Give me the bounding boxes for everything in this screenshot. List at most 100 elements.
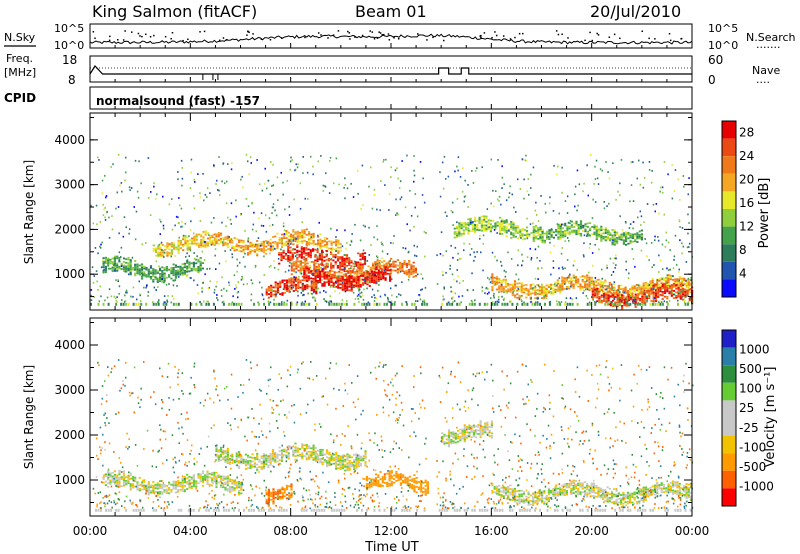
heatmap-cell [382, 160, 384, 163]
heatmap-cell [186, 481, 189, 483]
heatmap-cell [336, 257, 339, 260]
heatmap-cell [471, 228, 474, 230]
heatmap-cell [505, 231, 508, 234]
heatmap-cell [276, 453, 279, 456]
heatmap-cell [557, 231, 560, 233]
heatmap-cell [290, 266, 293, 268]
heatmap-cell [504, 289, 508, 292]
heatmap-cell [138, 160, 140, 163]
heatmap-cell [627, 297, 630, 300]
heatmap-cell [653, 286, 657, 289]
heatmap-cell [156, 484, 159, 486]
heatmap-cell [399, 270, 402, 273]
heatmap-cell [296, 237, 299, 240]
heatmap-cell [498, 287, 501, 289]
heatmap-cell [215, 471, 218, 474]
heatmap-cell [339, 246, 342, 249]
heatmap-cell [156, 272, 159, 274]
heatmap-cell [296, 230, 299, 233]
heatmap-cell [177, 241, 180, 244]
heatmap-cell [482, 242, 484, 245]
heatmap-cell [179, 271, 182, 273]
heatmap-cell [627, 304, 630, 307]
heatmap-cell [552, 266, 555, 269]
heatmap-cell [676, 278, 679, 281]
heatmap-cell [541, 283, 543, 286]
heatmap-cell [532, 166, 535, 169]
heatmap-cell [180, 269, 182, 272]
heatmap-cell [152, 280, 155, 283]
heatmap-cell [103, 208, 105, 211]
heatmap-cell [310, 272, 313, 274]
heatmap-cell [373, 280, 376, 282]
heatmap-cell [376, 238, 379, 241]
heatmap-cell [228, 302, 230, 306]
heatmap-cell [500, 203, 502, 206]
heatmap-cell [393, 235, 395, 237]
heatmap-cell [300, 251, 303, 254]
heatmap-cell [368, 185, 370, 188]
heatmap-cell [245, 198, 247, 200]
heatmap-cell [670, 295, 673, 297]
heatmap-cell [469, 253, 471, 256]
heatmap-cell [266, 242, 268, 244]
heatmap-cell [179, 485, 182, 488]
heatmap-cell [639, 299, 642, 302]
heatmap-cell [597, 282, 600, 285]
heatmap-cell [552, 292, 555, 295]
heatmap-cell [412, 267, 415, 269]
heatmap-cell [283, 302, 286, 306]
heatmap-cell [111, 266, 114, 269]
heatmap-cell [193, 242, 196, 245]
heatmap-cell [608, 287, 611, 290]
heatmap-cell [674, 285, 677, 288]
heatmap-cell [233, 237, 236, 239]
heatmap-cell [343, 259, 346, 262]
heatmap-cell [113, 479, 116, 482]
heatmap-cell [206, 474, 209, 476]
heatmap-cell [552, 231, 555, 234]
heatmap-cell [525, 235, 529, 238]
heatmap-cell [116, 476, 119, 479]
heatmap-cell [656, 279, 659, 281]
heatmap-cell [213, 471, 216, 474]
heatmap-cell [274, 461, 277, 463]
heatmap-cell [129, 483, 132, 485]
heatmap-cell [303, 273, 306, 276]
heatmap-cell [173, 242, 176, 245]
heatmap-cell [337, 286, 340, 289]
heatmap-cell [299, 260, 302, 263]
heatmap-cell [560, 301, 563, 303]
heatmap-cell [654, 291, 658, 293]
heatmap-cell [219, 232, 223, 235]
heatmap-cell [225, 260, 227, 263]
heatmap-cell [135, 210, 138, 213]
heatmap-cell [222, 453, 225, 455]
heatmap-cell [370, 275, 374, 278]
heatmap-cell [235, 215, 237, 218]
heatmap-cell [110, 295, 113, 298]
heatmap-cell [288, 281, 291, 284]
heatmap-cell [527, 294, 530, 296]
heatmap-cell [595, 284, 598, 287]
heatmap-cell [421, 277, 424, 280]
heatmap-cell [583, 234, 586, 237]
heatmap-cell [307, 253, 310, 256]
heatmap-cell [510, 228, 513, 230]
heatmap-cell [321, 284, 324, 287]
heatmap-cell [231, 245, 234, 248]
heatmap-cell [213, 242, 216, 245]
heatmap-cell [395, 198, 397, 201]
heatmap-cell [681, 281, 684, 283]
heatmap-cell [292, 283, 295, 285]
heatmap-cell [231, 489, 234, 492]
heatmap-cell [267, 461, 270, 463]
heatmap-cell [511, 294, 514, 297]
heatmap-cell [306, 262, 309, 265]
heatmap-cell [344, 269, 347, 272]
heatmap-cell [356, 274, 359, 276]
heatmap-cell [134, 260, 137, 262]
nsearch-point [591, 39, 594, 42]
heatmap-cell [294, 455, 297, 457]
heatmap-cell [281, 301, 283, 303]
